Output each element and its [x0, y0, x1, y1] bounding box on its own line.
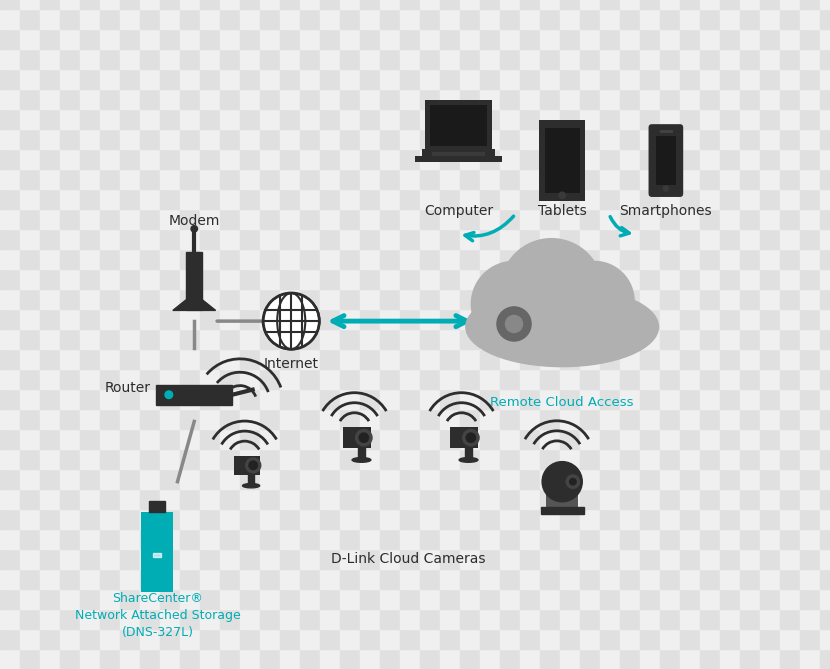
Bar — [358, 447, 365, 458]
Circle shape — [505, 316, 523, 332]
Bar — [430, 106, 487, 146]
Text: ShareCenter®
Network Attached Storage
(DNS-327L): ShareCenter® Network Attached Storage (D… — [75, 592, 241, 639]
Circle shape — [554, 262, 634, 341]
Bar — [248, 474, 254, 484]
Circle shape — [663, 186, 668, 191]
Bar — [156, 385, 232, 405]
Circle shape — [566, 475, 579, 488]
Circle shape — [249, 461, 257, 470]
Circle shape — [500, 239, 603, 341]
Bar — [149, 501, 165, 512]
Text: Router: Router — [105, 381, 150, 395]
Bar — [425, 100, 492, 151]
Bar — [546, 482, 579, 508]
Ellipse shape — [242, 484, 260, 488]
Circle shape — [165, 391, 173, 399]
Bar — [422, 149, 496, 157]
Circle shape — [471, 262, 557, 347]
Text: Smartphones: Smartphones — [619, 204, 712, 218]
Ellipse shape — [459, 458, 478, 462]
Text: Tablets: Tablets — [538, 204, 587, 218]
Circle shape — [355, 429, 372, 446]
Circle shape — [559, 192, 565, 199]
Ellipse shape — [352, 458, 371, 462]
Ellipse shape — [466, 287, 658, 367]
Bar — [234, 456, 260, 475]
Bar — [432, 152, 486, 156]
Bar — [450, 427, 478, 448]
Circle shape — [462, 429, 479, 446]
Polygon shape — [173, 300, 186, 310]
Bar — [540, 120, 585, 201]
Circle shape — [191, 225, 198, 232]
Text: Remote Cloud Access: Remote Cloud Access — [491, 396, 634, 409]
Text: Modem: Modem — [168, 214, 220, 228]
Polygon shape — [203, 300, 216, 310]
Circle shape — [466, 433, 476, 442]
Circle shape — [359, 433, 369, 442]
Circle shape — [569, 478, 576, 485]
Bar — [544, 128, 579, 193]
Circle shape — [263, 293, 320, 349]
Bar — [465, 447, 472, 458]
Text: Computer: Computer — [424, 204, 493, 218]
Text: Internet: Internet — [264, 357, 319, 371]
Circle shape — [497, 307, 531, 341]
FancyBboxPatch shape — [648, 124, 683, 197]
Circle shape — [246, 458, 261, 473]
Bar — [141, 512, 173, 592]
Bar — [415, 157, 502, 163]
Bar — [186, 252, 203, 310]
Bar — [154, 553, 162, 557]
Bar — [656, 136, 676, 185]
Bar — [541, 507, 583, 514]
Text: D-Link Cloud Cameras: D-Link Cloud Cameras — [331, 552, 486, 566]
Circle shape — [542, 462, 583, 502]
Bar — [343, 427, 371, 448]
